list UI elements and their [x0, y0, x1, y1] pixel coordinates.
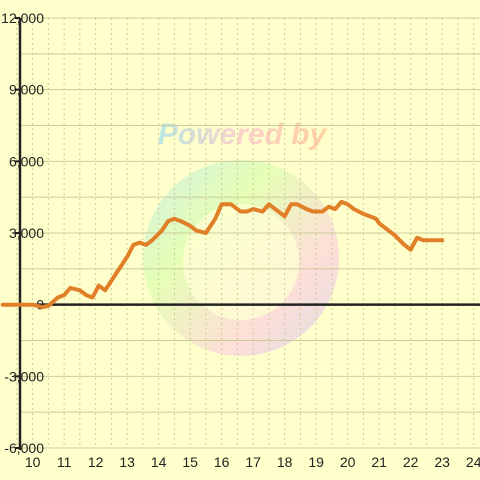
x-tick-label: 13 — [119, 454, 135, 470]
x-tick-label: 19 — [308, 454, 324, 470]
x-tick-label: 18 — [277, 454, 293, 470]
x-tick-label: 16 — [214, 454, 230, 470]
x-tick-label: 17 — [245, 454, 261, 470]
y-tick-label: -3,000 — [4, 368, 44, 384]
y-tick-label: 3,000 — [9, 225, 44, 241]
series-layer — [0, 199, 445, 310]
x-axis-ticks: 10 11 12 13 14 15 16 17 18 19 20 21 22 23 24 — [25, 454, 480, 470]
x-tick-label: 11 — [57, 454, 72, 470]
x-tick-label: 24 — [466, 454, 480, 470]
watermark-text: Powered by — [158, 118, 328, 151]
y-tick-label: 6,000 — [9, 153, 44, 169]
x-tick-label: 15 — [182, 454, 198, 470]
series-line-0 — [0, 199, 445, 310]
x-tick-label: 23 — [434, 454, 450, 470]
x-tick-label: 12 — [88, 454, 104, 470]
x-tick-label: 10 — [25, 454, 41, 470]
x-tick-label: 22 — [403, 454, 419, 470]
y-tick-label: 9,000 — [9, 82, 44, 98]
x-tick-label: 21 — [371, 454, 387, 470]
y-tick-label: 12,000 — [1, 10, 44, 26]
watermark-inner — [183, 204, 299, 320]
y-tick-label: -6,000 — [4, 440, 44, 456]
x-tick-label: 14 — [151, 454, 167, 470]
x-tick-label: 20 — [340, 454, 356, 470]
